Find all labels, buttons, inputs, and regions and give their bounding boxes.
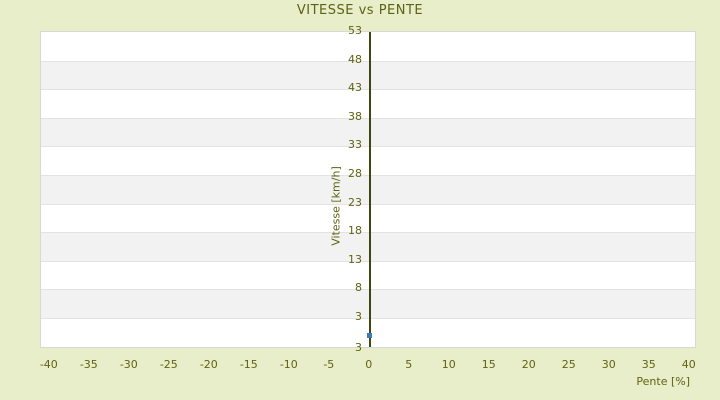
y-tick-label: 43 bbox=[348, 81, 362, 95]
x-tick-label: -25 bbox=[159, 358, 178, 371]
y-axis-title: Vitesse [km/h] bbox=[329, 166, 343, 246]
plot-band bbox=[41, 175, 695, 204]
x-tick-label: -40 bbox=[39, 358, 58, 371]
plot-band bbox=[41, 232, 695, 261]
x-tick-label: 5 bbox=[405, 358, 413, 371]
x-tick-label: 15 bbox=[481, 358, 496, 371]
x-tick-label: 20 bbox=[521, 358, 536, 371]
x-tick-label: -20 bbox=[199, 358, 218, 371]
x-tick-label: 30 bbox=[601, 358, 616, 371]
plot-band bbox=[41, 146, 695, 176]
plot-band bbox=[41, 32, 695, 61]
x-tick-label: 35 bbox=[641, 358, 656, 371]
y-axis-line bbox=[368, 32, 371, 347]
plot-band bbox=[41, 289, 695, 319]
plot-band bbox=[41, 318, 695, 347]
y-tick-label: 8 bbox=[355, 281, 362, 295]
x-tick-label: -15 bbox=[239, 358, 258, 371]
y-axis-bottom-tick-label: 3 bbox=[355, 341, 362, 354]
x-tick-label: -10 bbox=[279, 358, 298, 371]
y-tick-label: 18 bbox=[348, 224, 362, 238]
x-tick-label: -35 bbox=[79, 358, 98, 371]
data-point bbox=[367, 332, 373, 338]
plot-band bbox=[41, 117, 695, 147]
x-tick-label: 25 bbox=[561, 358, 576, 371]
x-axis-title: Pente [%] bbox=[636, 375, 690, 388]
plot-band bbox=[41, 260, 695, 290]
plot-band bbox=[41, 89, 695, 118]
plot-area bbox=[40, 31, 696, 348]
y-tick-label: 28 bbox=[348, 167, 362, 181]
y-tick-label: 33 bbox=[348, 138, 362, 152]
y-tick-label: 48 bbox=[348, 52, 362, 66]
x-tick-label: 10 bbox=[441, 358, 456, 371]
x-tick-label: -30 bbox=[119, 358, 138, 371]
plot-band bbox=[41, 60, 695, 90]
plot-band bbox=[41, 203, 695, 233]
y-tick-label: 38 bbox=[348, 109, 362, 123]
y-tick-label: 23 bbox=[348, 195, 362, 209]
x-tick-label: -5 bbox=[323, 358, 335, 371]
chart-title: VITESSE vs PENTE bbox=[296, 3, 424, 18]
x-tick-label: 40 bbox=[681, 358, 696, 371]
y-tick-label: 3 bbox=[355, 310, 362, 324]
y-tick-label: 13 bbox=[348, 252, 362, 266]
x-tick-label: 0 bbox=[365, 358, 373, 371]
y-tick-label: 53 bbox=[348, 24, 362, 37]
